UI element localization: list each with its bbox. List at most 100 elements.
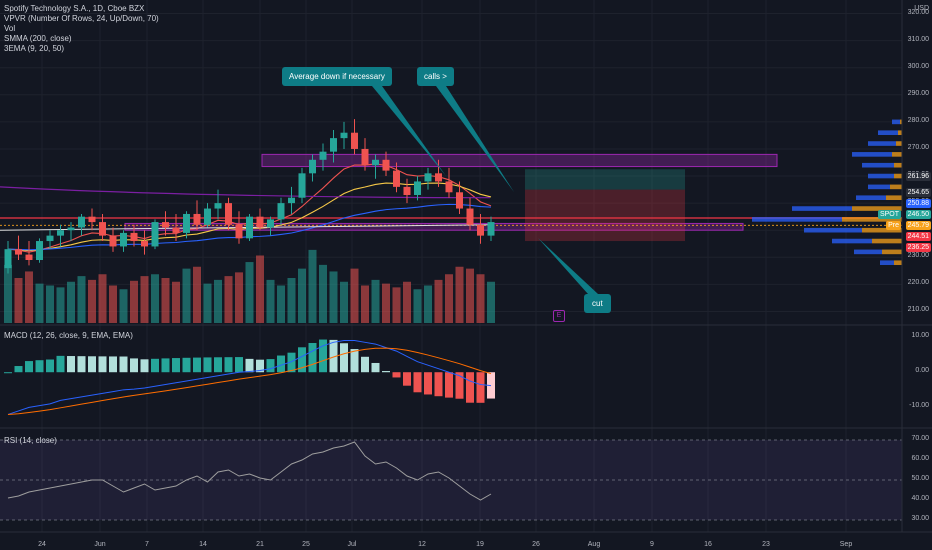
macd-histogram-bar — [203, 357, 212, 373]
macd-histogram-bar — [130, 358, 138, 373]
price-tag: 245.79 — [905, 221, 931, 230]
symbol-title[interactable]: Spotify Technology S.A., 1D, Cboe BZX — [4, 4, 145, 13]
candle-body — [372, 159, 379, 166]
vpvr-down-3 — [892, 152, 902, 157]
vpvr-down-0 — [900, 119, 902, 125]
currency-label: USD — [914, 5, 929, 12]
volume-bar — [109, 285, 117, 323]
vpvr-up-2 — [868, 141, 896, 146]
macd-histogram-bar — [445, 372, 453, 398]
vpvr-up-4 — [862, 162, 894, 168]
macd-histogram-bar — [403, 372, 411, 386]
volume-bar — [224, 276, 233, 323]
volume-bar — [277, 285, 285, 323]
time-tick: 26 — [532, 541, 540, 548]
rsi-tick: 60.00 — [911, 455, 929, 462]
signal-line — [7, 347, 492, 415]
volume-bar — [287, 278, 296, 323]
pointer-cut — [538, 238, 598, 294]
time-tick: Jun — [94, 541, 106, 548]
volume-bar — [466, 268, 474, 323]
vpvr-down-2 — [896, 141, 902, 146]
volume-bar — [392, 287, 401, 323]
vpvr-down-12 — [882, 249, 902, 255]
resistance-zone — [261, 153, 778, 168]
candle-body — [267, 219, 274, 228]
macd-histogram-bar — [287, 352, 296, 373]
rsi-tick: 70.00 — [911, 435, 929, 442]
macd-histogram-bar — [277, 355, 285, 373]
legend-vol[interactable]: Vol — [4, 24, 16, 33]
candle-body — [330, 138, 337, 152]
volume-bar — [256, 255, 264, 323]
macd-legend[interactable]: MACD (12, 26, close, 9, EMA, EMA) — [4, 331, 133, 340]
candle-body — [319, 151, 327, 160]
macd-histogram-bar — [193, 357, 201, 373]
candle-body — [67, 227, 75, 231]
volume-bar — [298, 268, 306, 323]
macd-tick: -10.00 — [909, 402, 929, 410]
volume-bar — [25, 271, 33, 323]
candle-body — [109, 235, 117, 247]
volume-bar — [403, 281, 411, 323]
legend-3ema[interactable]: 3EMA (9, 20, 50) — [4, 44, 65, 53]
price-tag: 246.50 — [905, 210, 931, 219]
candle-body — [172, 227, 180, 233]
candle-body — [246, 216, 253, 239]
macd-histogram-bar — [256, 359, 264, 373]
target-zone — [525, 169, 685, 190]
volume-bar — [193, 266, 201, 323]
callout-average-down[interactable]: Average down if necessary — [282, 67, 392, 86]
price-tick: 310.00 — [907, 35, 929, 43]
macd-histogram-bar — [14, 366, 23, 373]
callout-cut[interactable]: cut — [584, 294, 611, 313]
candle-body — [487, 222, 495, 236]
vpvr-up-11 — [832, 238, 872, 244]
macd-histogram-bar — [109, 356, 117, 373]
indicator-legend: Spotify Technology S.A., 1D, Cboe BZX VP… — [4, 4, 159, 54]
rsi-legend[interactable]: RSI (14, close) — [4, 436, 57, 445]
candle-body — [99, 222, 106, 236]
candle-body — [309, 159, 316, 174]
earnings-marker[interactable]: E — [553, 310, 565, 322]
volume-bar — [56, 287, 65, 323]
pointer-average-down — [372, 86, 446, 176]
price-tick: 320.00 — [907, 8, 929, 16]
volume-bar — [130, 280, 138, 323]
time-tick: Jul — [347, 541, 357, 548]
legend-vpvr[interactable]: VPVR (Number Of Rows, 24, Up/Down, 70) — [4, 14, 159, 23]
candle-body — [277, 203, 285, 220]
macd-histogram-bar — [329, 339, 338, 373]
price-tag: 254.65 — [905, 188, 931, 197]
candle-body — [340, 132, 348, 139]
volume-bar — [424, 285, 432, 323]
callout-calls[interactable]: calls > — [417, 67, 454, 86]
rsi-tick: 50.00 — [911, 475, 929, 482]
volume-bar — [46, 285, 54, 323]
time-tick: 19 — [476, 541, 484, 548]
rsi-line — [7, 441, 492, 501]
candle-body — [78, 216, 85, 228]
callout-pointers — [372, 86, 598, 294]
vpvr-down-4 — [894, 162, 902, 168]
legend-smma[interactable]: SMMA (200, close) — [4, 34, 72, 43]
time-tick: 21 — [256, 541, 264, 548]
macd-histogram-bar — [56, 355, 65, 373]
candle-body — [4, 249, 12, 269]
macd-histogram-bar — [35, 360, 44, 373]
price-tick: 280.00 — [907, 116, 929, 124]
candle-body — [162, 222, 169, 228]
candle-body — [204, 208, 211, 225]
vpvr-up-13 — [880, 260, 894, 266]
volume-bar — [434, 279, 443, 323]
volume-bar — [140, 276, 149, 323]
macd-histogram-bar — [25, 361, 33, 373]
candle-body — [151, 222, 159, 247]
price-tag: Pre — [886, 221, 901, 230]
macd-histogram-bar — [476, 372, 485, 403]
volume-bar — [161, 278, 170, 323]
macd-histogram-bar — [413, 372, 422, 393]
vpvr-down-10 — [862, 227, 902, 233]
price-tag: 261.96 — [905, 172, 931, 181]
